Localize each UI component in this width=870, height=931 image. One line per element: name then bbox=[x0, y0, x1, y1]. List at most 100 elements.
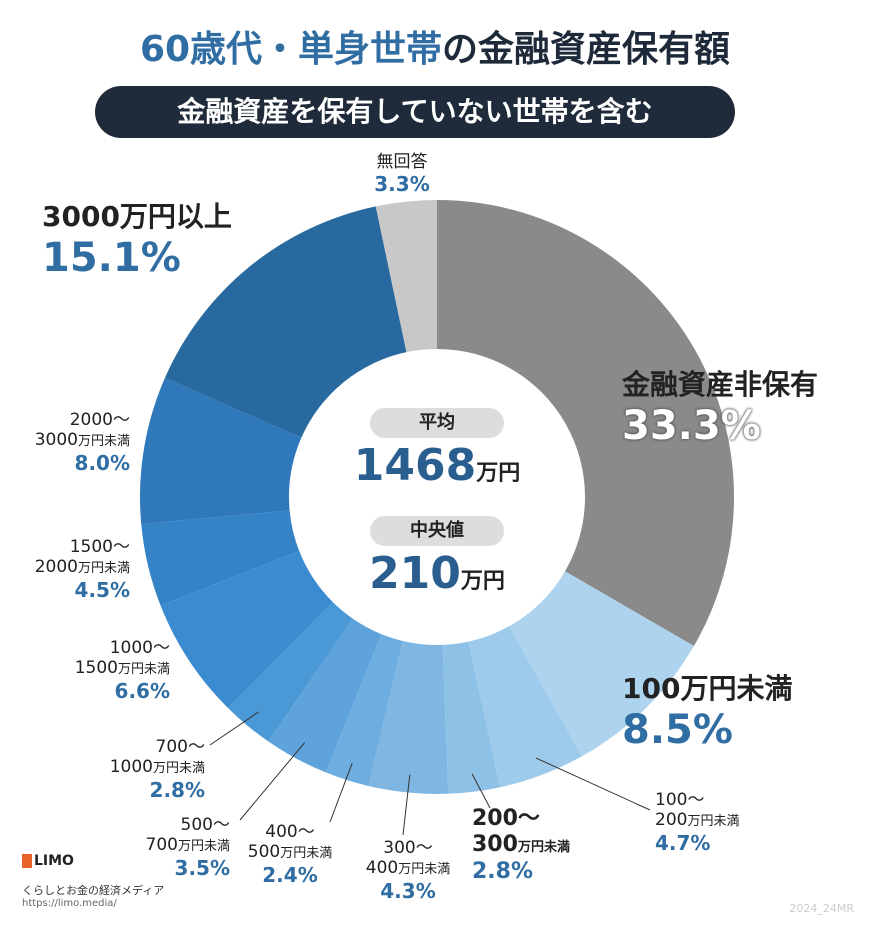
page-title: 60歳代・単身世帯の金融資産保有額 bbox=[0, 20, 870, 72]
median-value: 210万円 bbox=[300, 548, 574, 599]
slice-percent: 33.3% bbox=[622, 402, 761, 449]
leader-line bbox=[329, 762, 353, 823]
range-start: 700〜 bbox=[155, 737, 205, 757]
donut-slice bbox=[268, 618, 382, 773]
slice-label: 400〜 500万円未満 2.4% bbox=[240, 822, 340, 887]
range-end: 200 bbox=[655, 810, 688, 831]
slice-label: 金融資産非保有 33.3% bbox=[622, 368, 842, 450]
donut-slice bbox=[368, 641, 449, 795]
average-number: 1468 bbox=[353, 440, 477, 491]
subtitle-banner: 金融資産を保有していない世帯を含む bbox=[95, 86, 735, 138]
range-start: 400〜 bbox=[265, 822, 315, 842]
slice-range: 200〜 300万円未満 bbox=[472, 806, 622, 859]
slice-label: 無回答 3.3% bbox=[352, 152, 452, 196]
slice-percent: 8.5% bbox=[622, 706, 733, 753]
range-start: 500〜 bbox=[180, 815, 230, 835]
slice-label: 1000〜 1500万円未満 6.6% bbox=[40, 638, 170, 703]
donut-slice bbox=[160, 551, 333, 708]
range-unit: 万円未満 bbox=[280, 846, 333, 862]
slice-percent: 3.5% bbox=[174, 855, 230, 880]
donut-slice bbox=[509, 571, 694, 757]
donut-slice bbox=[164, 206, 407, 438]
range-start: 1500〜 bbox=[69, 537, 130, 557]
range-end: 500 bbox=[247, 842, 281, 863]
leader-line bbox=[535, 757, 651, 811]
average-unit: 万円 bbox=[476, 461, 521, 486]
range-unit: 万円未満 bbox=[687, 814, 740, 830]
average-value: 1468万円 bbox=[300, 440, 574, 491]
image-code: 2024_24MR bbox=[789, 902, 854, 915]
range-unit: 万円未満 bbox=[177, 839, 230, 855]
range-unit: 万円未満 bbox=[117, 662, 170, 678]
slice-percent: 15.1% bbox=[42, 234, 181, 281]
slice-percent: 4.5% bbox=[74, 577, 130, 602]
range-unit: 万円未満 bbox=[152, 761, 205, 777]
slice-range: 1000〜 1500万円未満 bbox=[40, 638, 170, 679]
logo-mark-icon bbox=[22, 854, 32, 868]
range-end: 2000 bbox=[34, 557, 78, 578]
leader-line bbox=[209, 711, 260, 746]
donut-slice bbox=[437, 200, 734, 647]
slice-range: 金融資産非保有 bbox=[622, 368, 842, 402]
average-label: 平均 bbox=[370, 408, 504, 438]
slice-label: 200〜 300万円未満 2.8% bbox=[472, 806, 622, 885]
range-start: 3000万円以上 bbox=[42, 200, 232, 233]
donut-slice bbox=[141, 510, 300, 606]
limo-logo: LIMO bbox=[22, 853, 74, 869]
slice-label: 1500〜 2000万円未満 4.5% bbox=[10, 537, 130, 602]
slice-percent: 4.3% bbox=[380, 878, 436, 903]
slice-label: 500〜 700万円未満 3.5% bbox=[100, 815, 230, 880]
slice-range: 700〜 1000万円未満 bbox=[75, 737, 205, 778]
slice-range: 100〜 200万円未満 bbox=[655, 790, 805, 831]
range-start: 金融資産非保有 bbox=[622, 368, 819, 401]
tagline: くらしとお金の経済メディア bbox=[22, 884, 165, 897]
slice-percent: 6.6% bbox=[114, 678, 170, 703]
donut-slice bbox=[227, 602, 353, 742]
donut-slice bbox=[375, 200, 437, 353]
slice-range: 3000万円以上 bbox=[42, 200, 302, 234]
range-end: 3000 bbox=[34, 430, 78, 451]
title-accent: 60歳代・単身世帯 bbox=[139, 29, 443, 70]
leader-line bbox=[471, 773, 491, 809]
donut-slice bbox=[325, 634, 403, 786]
slice-percent: 2.8% bbox=[149, 777, 205, 802]
slice-label: 2000〜 3000万円未満 8.0% bbox=[10, 410, 130, 475]
leader-line bbox=[402, 774, 411, 836]
slice-range: 100万円未満 bbox=[622, 672, 842, 706]
slice-label: 3000万円以上 15.1% bbox=[42, 200, 302, 282]
range-end: 1500 bbox=[74, 658, 118, 679]
slice-range: 400〜 500万円未満 bbox=[240, 822, 340, 863]
range-start: 300〜 bbox=[383, 838, 433, 858]
median-label: 中央値 bbox=[370, 516, 504, 546]
range-start: 100〜 bbox=[655, 790, 705, 810]
logo-text: LIMO bbox=[34, 853, 74, 869]
slice-label: 300〜 400万円未満 4.3% bbox=[358, 838, 458, 903]
range-unit: 万円未満 bbox=[77, 434, 130, 450]
slice-range: 500〜 700万円未満 bbox=[100, 815, 230, 856]
title-rest: の金融資産保有額 bbox=[442, 29, 731, 70]
range-start: 1000〜 bbox=[109, 638, 170, 658]
range-start: 100万円未満 bbox=[622, 672, 793, 705]
range-end: 1000 bbox=[109, 757, 153, 778]
slice-percent: 8.0% bbox=[74, 450, 130, 475]
range-end: 400 bbox=[365, 858, 399, 879]
slice-label: 100万円未満 8.5% bbox=[622, 672, 842, 754]
donut-slice bbox=[442, 641, 501, 794]
slice-percent: 2.4% bbox=[262, 862, 318, 887]
site-url[interactable]: https://limo.media/ bbox=[22, 898, 117, 909]
slice-label: 700〜 1000万円未満 2.8% bbox=[75, 737, 205, 802]
slice-percent: 4.7% bbox=[655, 830, 711, 855]
median-unit: 万円 bbox=[460, 569, 505, 594]
range-end: 700 bbox=[145, 835, 178, 856]
range-start: 無回答 bbox=[376, 152, 428, 172]
slice-range: 2000〜 3000万円未満 bbox=[10, 410, 130, 451]
slice-percent: 3.3% bbox=[374, 172, 430, 197]
donut-slice bbox=[140, 377, 302, 525]
range-unit: 万円未満 bbox=[517, 840, 570, 856]
donut-slice bbox=[468, 626, 582, 788]
range-end: 300 bbox=[472, 832, 518, 858]
median-number: 210 bbox=[369, 548, 461, 599]
slice-percent: 2.8% bbox=[472, 858, 534, 884]
